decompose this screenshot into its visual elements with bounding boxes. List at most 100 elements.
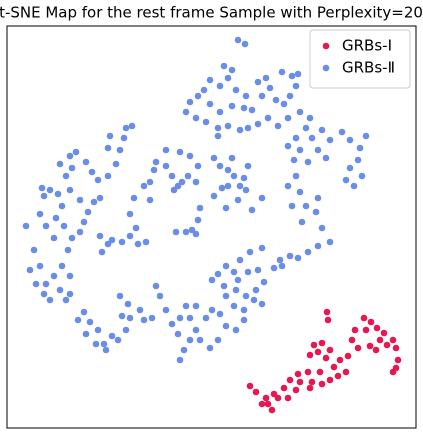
- point: [162, 146, 170, 154]
- point: [262, 394, 270, 402]
- point: [284, 142, 292, 150]
- point: [194, 92, 202, 100]
- point: [276, 256, 284, 264]
- point: [296, 146, 304, 154]
- point: [294, 70, 302, 78]
- point: [302, 124, 310, 132]
- legend-marker: [322, 42, 330, 50]
- point: [318, 339, 326, 347]
- point: [350, 182, 358, 190]
- point: [292, 386, 300, 394]
- point: [288, 72, 296, 80]
- point: [222, 262, 230, 270]
- point: [50, 272, 58, 280]
- point: [152, 158, 160, 166]
- point: [168, 320, 176, 328]
- legend-box: [309, 29, 411, 89]
- plot-frame: [6, 25, 417, 429]
- point: [220, 62, 228, 70]
- point: [80, 218, 88, 226]
- point: [232, 286, 240, 294]
- point: [322, 154, 330, 162]
- point: [356, 144, 364, 152]
- point: [254, 120, 262, 128]
- point: [62, 296, 70, 304]
- point: [222, 204, 230, 212]
- point: [236, 126, 244, 134]
- point: [80, 308, 88, 316]
- point: [22, 222, 30, 230]
- point: [108, 332, 116, 340]
- point: [314, 242, 322, 250]
- point: [254, 266, 262, 274]
- point: [288, 202, 296, 210]
- point: [240, 104, 248, 112]
- point: [244, 124, 252, 132]
- point: [242, 292, 250, 300]
- point: [112, 160, 120, 168]
- point: [136, 306, 144, 314]
- point: [244, 162, 252, 170]
- point: [52, 214, 60, 222]
- point: [346, 136, 354, 144]
- point: [354, 344, 362, 352]
- point: [206, 344, 214, 352]
- point: [292, 172, 300, 180]
- point: [128, 122, 136, 130]
- point: [274, 122, 282, 130]
- point: [358, 172, 366, 180]
- point: [126, 232, 134, 240]
- point: [82, 158, 90, 166]
- point: [134, 240, 142, 248]
- point: [236, 182, 244, 190]
- point: [184, 172, 192, 180]
- point: [323, 308, 331, 316]
- point: [102, 346, 110, 354]
- point: [140, 182, 148, 190]
- point: [240, 316, 248, 324]
- point: [196, 204, 204, 212]
- point: [258, 300, 266, 308]
- point: [214, 270, 222, 278]
- point: [194, 216, 202, 224]
- point: [214, 336, 222, 344]
- point: [186, 336, 194, 344]
- point: [42, 222, 50, 230]
- point: [308, 134, 316, 142]
- point: [192, 178, 200, 186]
- point: [124, 300, 132, 308]
- point: [224, 74, 232, 82]
- point: [270, 390, 278, 398]
- point: [66, 290, 74, 298]
- point: [242, 186, 250, 194]
- point: [208, 276, 216, 284]
- point: [178, 178, 186, 186]
- point: [230, 268, 238, 276]
- point: [82, 330, 90, 338]
- point: [230, 172, 238, 180]
- point: [76, 196, 84, 204]
- point: [116, 146, 124, 154]
- point: [152, 282, 160, 290]
- point: [98, 248, 106, 256]
- point: [296, 378, 304, 386]
- point: [220, 282, 228, 290]
- point: [258, 400, 266, 408]
- point: [302, 202, 310, 210]
- point: [254, 78, 262, 86]
- point: [50, 234, 58, 242]
- point: [122, 326, 130, 334]
- point: [46, 296, 54, 304]
- point: [383, 341, 391, 349]
- point: [354, 156, 362, 164]
- point: [192, 326, 200, 334]
- point: [286, 252, 294, 260]
- point: [170, 186, 178, 194]
- point: [192, 302, 200, 310]
- point: [280, 384, 288, 392]
- point: [258, 92, 266, 100]
- point: [214, 132, 222, 140]
- point: [228, 66, 236, 74]
- point: [182, 228, 190, 236]
- point: [72, 148, 80, 156]
